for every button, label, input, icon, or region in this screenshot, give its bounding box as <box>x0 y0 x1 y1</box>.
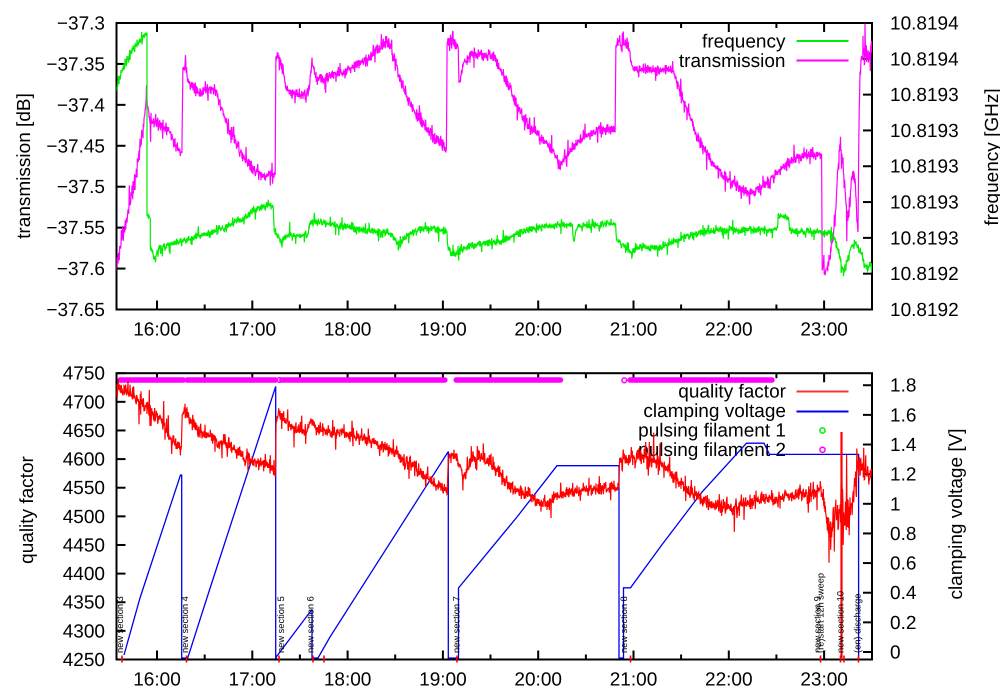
svg-text:pulsing filament 1: pulsing filament 1 <box>638 421 786 442</box>
svg-text:4600: 4600 <box>63 450 105 471</box>
svg-text:transmission [dB]: transmission [dB] <box>14 93 35 239</box>
svg-text:10.8194: 10.8194 <box>890 14 959 35</box>
svg-text:17:00: 17:00 <box>229 320 277 341</box>
svg-text:17:00: 17:00 <box>229 670 277 691</box>
svg-text:10.8193: 10.8193 <box>890 193 959 214</box>
svg-text:18:00: 18:00 <box>324 320 372 341</box>
svg-text:4400: 4400 <box>63 564 105 585</box>
svg-text:10.8194: 10.8194 <box>890 49 959 70</box>
svg-text:0.8: 0.8 <box>890 524 916 545</box>
svg-text:1.8: 1.8 <box>890 376 916 397</box>
svg-text:new section 3: new section 3 <box>115 596 125 653</box>
svg-text:pulsing filament 2: pulsing filament 2 <box>638 440 786 461</box>
svg-text:transmission: transmission <box>679 51 786 72</box>
svg-text:22:00: 22:00 <box>705 320 753 341</box>
svg-text:4450: 4450 <box>63 536 105 557</box>
svg-text:clamping voltage [V]: clamping voltage [V] <box>946 428 967 599</box>
svg-text:1: 1 <box>890 494 901 515</box>
svg-text:−37.35: −37.35 <box>46 54 105 75</box>
svg-text:4250: 4250 <box>63 650 105 671</box>
svg-text:10.8193: 10.8193 <box>890 85 959 106</box>
svg-text:frequency: frequency <box>702 32 786 53</box>
svg-text:4650: 4650 <box>63 421 105 442</box>
svg-text:4550: 4550 <box>63 478 105 499</box>
svg-text:22:00: 22:00 <box>705 670 753 691</box>
svg-text:1.2: 1.2 <box>890 465 916 486</box>
svg-text:0.4: 0.4 <box>890 583 917 604</box>
svg-text:1.6: 1.6 <box>890 405 916 426</box>
svg-text:16:00: 16:00 <box>133 670 181 691</box>
svg-text:0.2: 0.2 <box>890 613 916 634</box>
svg-text:10.8192: 10.8192 <box>890 264 959 285</box>
svg-text:20:00: 20:00 <box>514 320 562 341</box>
svg-text:−37.4: −37.4 <box>57 95 106 116</box>
svg-text:−37.65: −37.65 <box>46 300 105 321</box>
svg-text:new section 6: new section 6 <box>306 596 316 653</box>
svg-text:clamping voltage: clamping voltage <box>643 401 786 422</box>
svg-text:16:00: 16:00 <box>133 320 181 341</box>
svg-text:quality factor: quality factor <box>17 455 38 563</box>
svg-text:21:00: 21:00 <box>610 320 658 341</box>
svg-text:frequency [GHz]: frequency [GHz] <box>982 88 1000 225</box>
svg-text:19:00: 19:00 <box>419 670 467 691</box>
svg-text:20:00: 20:00 <box>514 670 562 691</box>
svg-text:(en) discharge: (en) discharge <box>853 594 863 653</box>
svg-text:new section 4: new section 4 <box>180 596 190 653</box>
svg-text:10.8192: 10.8192 <box>890 300 959 321</box>
svg-text:new section 9: new section 9 <box>813 596 823 653</box>
svg-text:4700: 4700 <box>63 392 105 413</box>
svg-text:10.8193: 10.8193 <box>890 157 959 178</box>
svg-text:4350: 4350 <box>63 593 105 614</box>
svg-text:quality factor: quality factor <box>678 382 786 403</box>
svg-text:0.6: 0.6 <box>890 554 916 575</box>
svg-text:−37.45: −37.45 <box>46 136 105 157</box>
svg-text:0: 0 <box>890 643 901 664</box>
svg-text:(re)start 12h sweep: (re)start 12h sweep <box>816 573 826 653</box>
svg-text:4500: 4500 <box>63 507 105 528</box>
svg-text:10.8193: 10.8193 <box>890 121 959 142</box>
svg-text:new section 10: new section 10 <box>836 591 846 653</box>
svg-text:19:00: 19:00 <box>419 320 467 341</box>
svg-text:23:00: 23:00 <box>800 670 848 691</box>
svg-text:−37.3: −37.3 <box>57 14 105 35</box>
svg-text:−37.5: −37.5 <box>57 177 105 198</box>
svg-text:new section 5: new section 5 <box>276 596 286 653</box>
svg-text:new section 7: new section 7 <box>452 596 462 653</box>
svg-text:4750: 4750 <box>63 364 105 385</box>
svg-text:18:00: 18:00 <box>324 670 372 691</box>
svg-text:23:00: 23:00 <box>800 320 848 341</box>
svg-text:−37.55: −37.55 <box>46 218 105 239</box>
svg-text:21:00: 21:00 <box>610 670 658 691</box>
svg-text:new section 8: new section 8 <box>619 596 629 653</box>
svg-text:4300: 4300 <box>63 621 105 642</box>
svg-text:10.8193: 10.8193 <box>890 228 959 249</box>
svg-text:−37.6: −37.6 <box>57 259 105 280</box>
svg-text:1.4: 1.4 <box>890 435 917 456</box>
